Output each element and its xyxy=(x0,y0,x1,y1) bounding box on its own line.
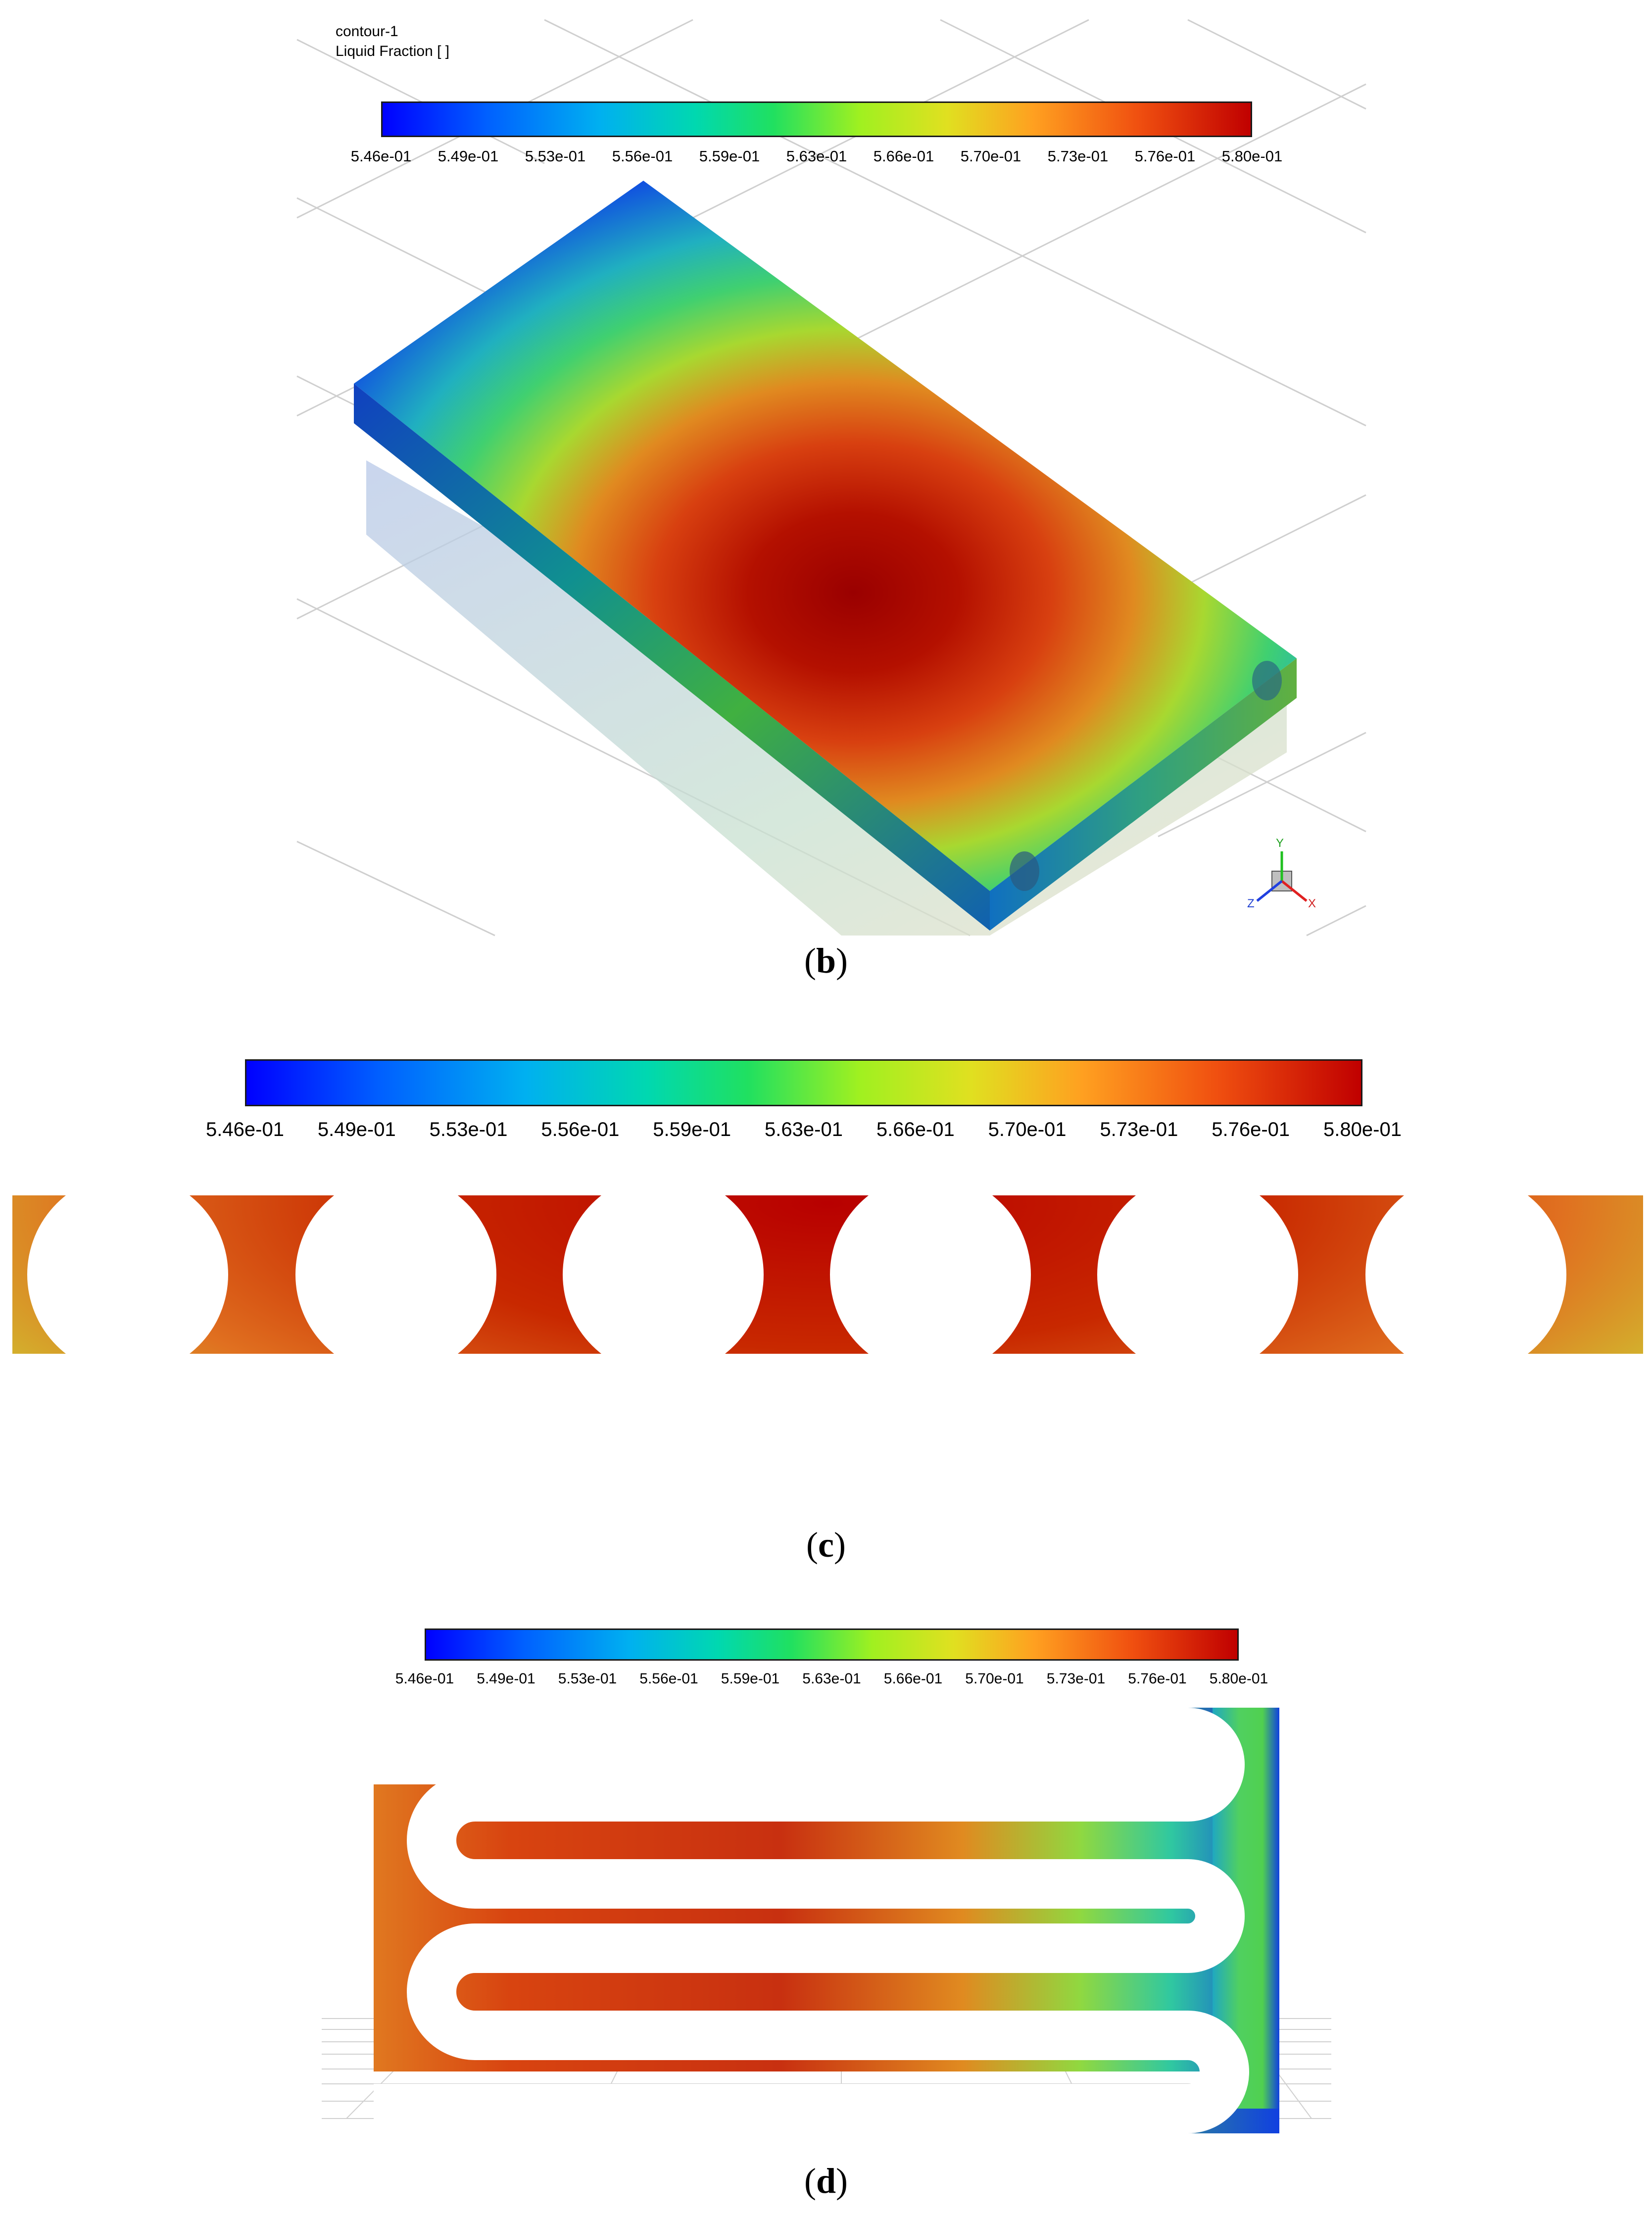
cross-section-contour xyxy=(12,1195,1643,1354)
tick-label: 5.53e-01 xyxy=(429,1119,508,1140)
tick-label: 5.56e-01 xyxy=(541,1119,620,1140)
panel-b: contour-1 Liquid Fraction [ ] Y X Z 5.46… xyxy=(0,0,1652,995)
legend-variable: Liquid Fraction [ ] xyxy=(336,43,450,59)
serpentine-channel xyxy=(374,1708,1249,2133)
serpentine-contour xyxy=(322,1708,1331,2133)
panel-b-3d-view xyxy=(296,19,1366,936)
caption-c: (c) xyxy=(806,1525,846,1565)
channel-hole xyxy=(830,1195,1031,1354)
tick-label: 5.73e-01 xyxy=(1047,148,1109,165)
tick-label: 5.49e-01 xyxy=(437,148,499,165)
block-top-face xyxy=(354,181,1297,891)
colorbar-d xyxy=(425,1628,1239,1661)
tick-label: 5.53e-01 xyxy=(525,148,586,165)
tick-label: 5.70e-01 xyxy=(988,1119,1067,1140)
tick-label: 5.66e-01 xyxy=(873,148,934,165)
tick-label: 5.56e-01 xyxy=(639,1671,698,1687)
tick-label: 5.66e-01 xyxy=(883,1671,943,1687)
colorbar-c xyxy=(245,1059,1362,1106)
channel-hole xyxy=(295,1195,496,1354)
tick-label: 5.63e-01 xyxy=(786,148,847,165)
tick-label: 5.80e-01 xyxy=(1323,1119,1402,1140)
colorbar-c-ticks: 5.46e-01 5.49e-01 5.53e-01 5.56e-01 5.59… xyxy=(206,1119,1402,1143)
tick-label: 5.59e-01 xyxy=(721,1671,780,1687)
tick-label: 5.59e-01 xyxy=(653,1119,731,1140)
legend-name: contour-1 xyxy=(336,23,398,40)
tick-label: 5.76e-01 xyxy=(1212,1119,1290,1140)
colorbar-b-ticks: 5.46e-01 5.49e-01 5.53e-01 5.56e-01 5.59… xyxy=(351,148,1282,167)
tick-label: 5.49e-01 xyxy=(477,1671,535,1687)
tick-label: 5.59e-01 xyxy=(699,148,760,165)
tick-label: 5.63e-01 xyxy=(802,1671,861,1687)
channel-hole xyxy=(563,1195,764,1354)
tick-label: 5.76e-01 xyxy=(1128,1671,1187,1687)
tick-label: 5.56e-01 xyxy=(612,148,673,165)
block-left-side xyxy=(354,384,990,931)
colorbar-d-ticks: 5.46e-01 5.49e-01 5.53e-01 5.56e-01 5.59… xyxy=(395,1671,1268,1690)
channel-opening xyxy=(1010,851,1039,891)
tick-label: 5.80e-01 xyxy=(1221,148,1283,165)
triad-label-y: Y xyxy=(1276,837,1284,850)
tick-label: 5.73e-01 xyxy=(1100,1119,1178,1140)
tick-label: 5.46e-01 xyxy=(395,1671,454,1687)
tick-label: 5.46e-01 xyxy=(350,148,412,165)
tick-label: 5.46e-01 xyxy=(206,1119,284,1140)
caption-d: (d) xyxy=(804,2161,848,2201)
tick-label: 5.70e-01 xyxy=(960,148,1021,165)
panel-c: 5.46e-01 5.49e-01 5.53e-01 5.56e-01 5.59… xyxy=(0,1039,1652,1584)
axis-triad xyxy=(1256,851,1308,902)
channel-hole xyxy=(27,1195,228,1354)
block-right-side xyxy=(990,658,1297,931)
tick-label: 5.66e-01 xyxy=(876,1119,955,1140)
channel-hole xyxy=(1365,1195,1566,1354)
tick-label: 5.63e-01 xyxy=(765,1119,843,1140)
tick-label: 5.73e-01 xyxy=(1046,1671,1106,1687)
channel-opening xyxy=(1252,661,1282,700)
tick-label: 5.53e-01 xyxy=(558,1671,617,1687)
tick-label: 5.76e-01 xyxy=(1134,148,1196,165)
colorbar-b xyxy=(381,101,1252,137)
panel-d: 5.46e-01 5.49e-01 5.53e-01 5.56e-01 5.59… xyxy=(0,1624,1652,2218)
triad-label-z: Z xyxy=(1247,897,1255,910)
caption-b: (b) xyxy=(804,941,848,981)
tick-label: 5.80e-01 xyxy=(1209,1671,1268,1687)
triad-label-x: X xyxy=(1308,897,1316,910)
channel-hole xyxy=(1097,1195,1298,1354)
tick-label: 5.70e-01 xyxy=(965,1671,1024,1687)
tick-label: 5.49e-01 xyxy=(317,1119,396,1140)
